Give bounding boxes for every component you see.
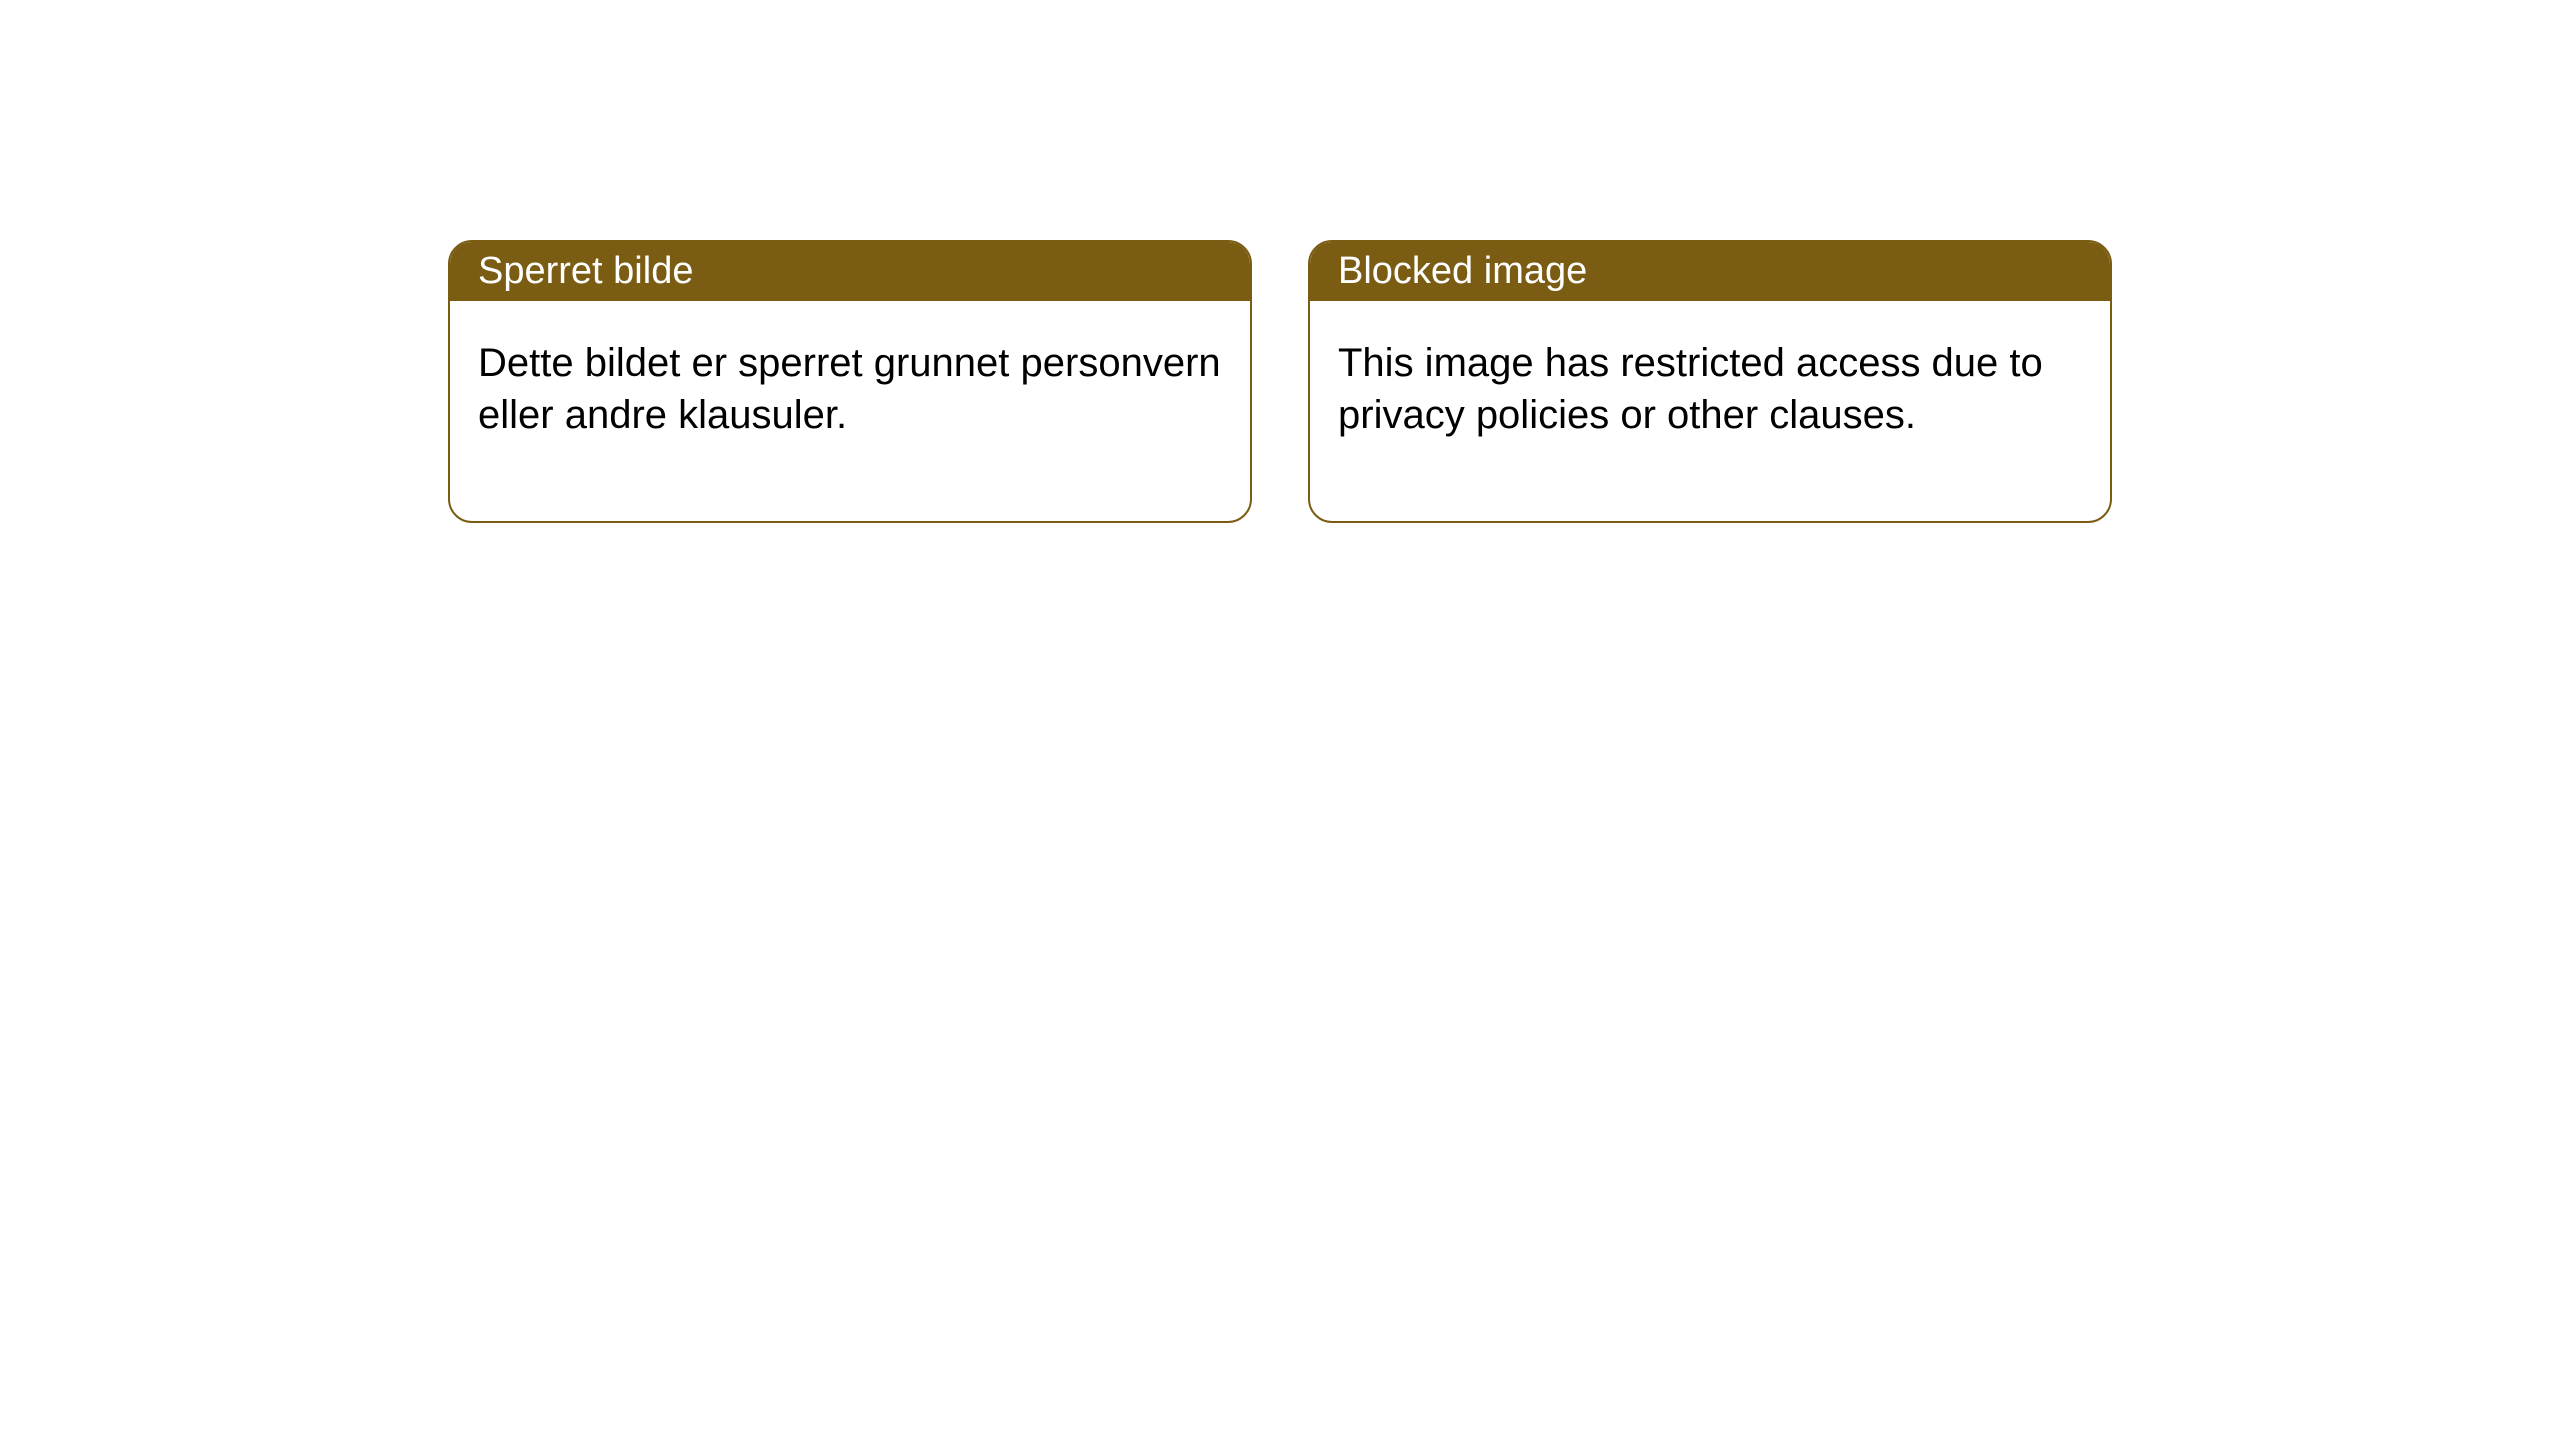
notice-card-english: Blocked image This image has restricted … bbox=[1308, 240, 2112, 523]
notice-card-norwegian: Sperret bilde Dette bildet er sperret gr… bbox=[448, 240, 1252, 523]
notice-body: This image has restricted access due to … bbox=[1310, 301, 2110, 521]
notice-header: Blocked image bbox=[1310, 242, 2110, 301]
notice-body: Dette bildet er sperret grunnet personve… bbox=[450, 301, 1250, 521]
notice-cards-container: Sperret bilde Dette bildet er sperret gr… bbox=[448, 240, 2112, 523]
notice-header: Sperret bilde bbox=[450, 242, 1250, 301]
